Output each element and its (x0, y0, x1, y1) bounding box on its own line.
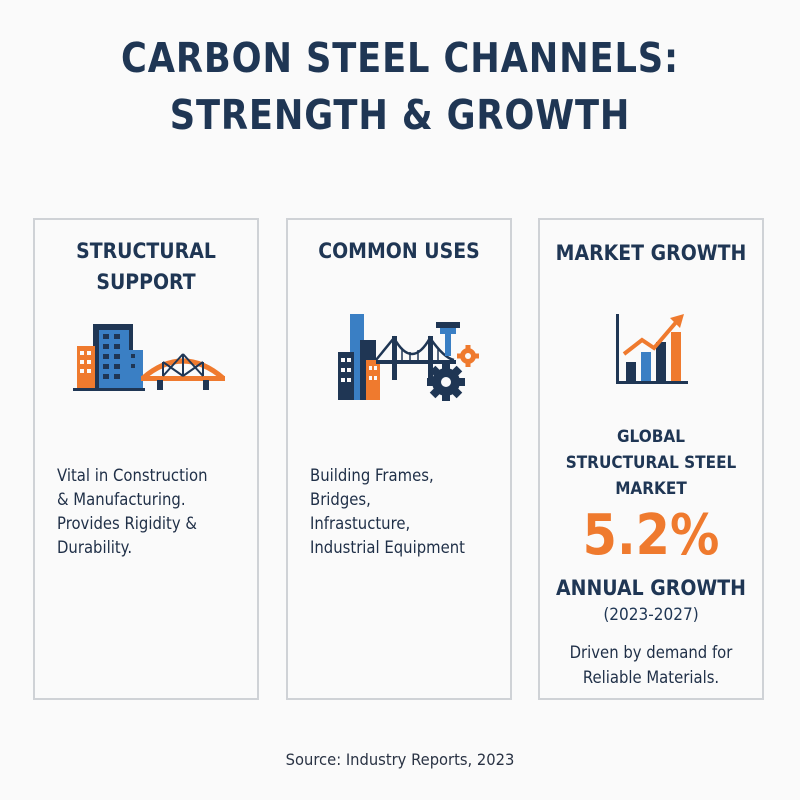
building-and-bridge-icon (73, 320, 225, 396)
card-heading: MARKET GROWTH (555, 241, 747, 265)
source-note: Source: Industry Reports, 2023 (285, 750, 515, 769)
card-heading: COMMON USES (318, 239, 480, 263)
page-title: CARBON STEEL CHANNELS: STRENGTH & GROWTH (56, 30, 744, 144)
building-bridge-gears-icon (332, 312, 482, 408)
card-body-text: Building Frames, Bridges, Infrastucture,… (310, 466, 465, 557)
title-line-2: STRENGTH & GROWTH (169, 91, 631, 139)
market-growth-card: MARKET GROWTH GLOBAL STRUCTURAL STEEL MA… (538, 218, 764, 700)
market-label: GLOBAL STRUCTURAL STEEL MARKET (565, 427, 737, 499)
annual-growth-label: ANNUAL GROWTH (556, 576, 746, 600)
card-heading: STRUCTURAL SUPPORT (76, 239, 216, 294)
driver-text: Driven by demand for Reliable Materials. (569, 643, 733, 687)
bar-chart-growth-icon (614, 312, 690, 390)
common-uses-card: COMMON USES (286, 218, 512, 700)
period-label: (2023-2027) (603, 605, 699, 625)
title-line-1: CARBON STEEL CHANNELS: (121, 34, 679, 82)
card-body-text: Vital in Construction & Manufacturing. P… (57, 466, 208, 557)
structural-support-card: STRUCTURAL SUPPORT (33, 218, 259, 700)
growth-rate-value: 5.2% (582, 503, 720, 568)
